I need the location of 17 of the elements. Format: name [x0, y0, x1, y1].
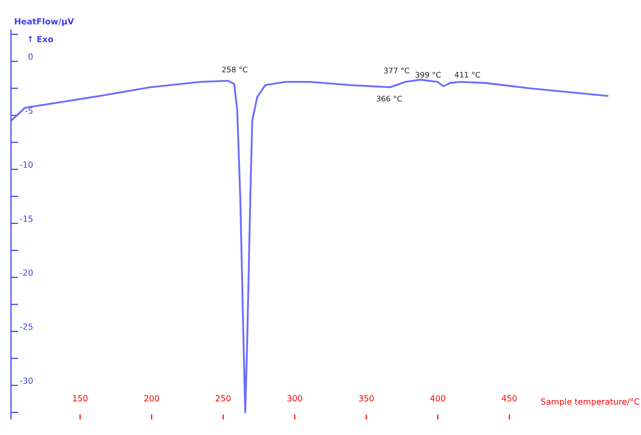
y-tick-label: -15: [20, 216, 32, 222]
x-tick-label: 450: [502, 395, 517, 402]
y-tick-label: -10: [20, 161, 33, 168]
x-tick-label: 150: [73, 395, 88, 402]
x-tick-label: 400: [430, 395, 446, 402]
x-tick-label: 200: [144, 395, 160, 402]
y-tick-label: -20: [20, 269, 33, 276]
y-tick-label: 0: [28, 53, 33, 60]
y-tick-label: -25: [20, 323, 32, 330]
y-tick-label: -5: [25, 108, 32, 114]
x-axis-title: Sample temperature/°C: [541, 398, 640, 406]
x-tick-label: 300: [287, 395, 302, 402]
y-axis-title: HeatFlow/µV: [14, 18, 74, 26]
x-tick-label: 250: [216, 395, 231, 402]
x-tick-label: 350: [358, 395, 374, 402]
y-tick-label: -30: [20, 378, 33, 384]
annotation: ↑ Exo: [28, 36, 54, 42]
